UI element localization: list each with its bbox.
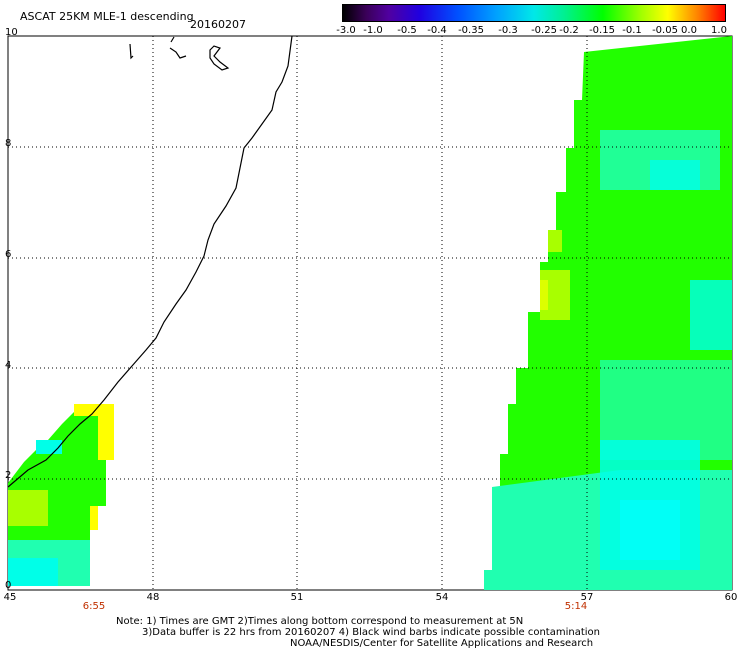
- lat-tick-label: 8: [5, 138, 12, 149]
- swath-patch: [584, 60, 624, 100]
- footnote-line-1: Note: 1) Times are GMT 2)Times along bot…: [116, 616, 524, 627]
- cb-tick: -0.5: [397, 25, 417, 36]
- swath-patch: [540, 280, 548, 310]
- islands: [129, 36, 230, 71]
- swath-patch: [700, 560, 732, 590]
- island-shape: [209, 45, 230, 71]
- map-grid: [8, 36, 732, 590]
- lon-tick-label: 51: [290, 592, 304, 603]
- cb-tick: -0.25: [531, 25, 557, 36]
- lon-tick-label: 45: [3, 592, 17, 603]
- swath-patch: [98, 416, 114, 460]
- cb-tick: -1.0: [363, 25, 383, 36]
- lon-tick-label: 57: [580, 592, 594, 603]
- lon-tick-label: 60: [724, 592, 738, 603]
- color-scale-bar: [342, 4, 726, 22]
- pass-time-label: 6:55: [82, 601, 106, 612]
- cb-tick: 1.0: [711, 25, 727, 36]
- coastline: [7, 35, 293, 488]
- cb-tick: -0.3: [498, 25, 518, 36]
- lon-tick-label: 54: [435, 592, 449, 603]
- cb-tick: 0.0: [681, 25, 697, 36]
- footnote-line-2: 3)Data buffer is 22 hrs from 20160207 4)…: [142, 627, 600, 638]
- footnote-line-3: NOAA/NESDIS/Center for Satellite Applica…: [290, 638, 594, 649]
- product-date: 20160207: [190, 18, 246, 31]
- swath-patch: [8, 558, 58, 586]
- swath-patch: [620, 500, 680, 560]
- cb-tick: -0.35: [458, 25, 484, 36]
- swath-patch: [90, 506, 98, 530]
- pass-time-label: 5:14: [564, 601, 588, 612]
- island-shape: [129, 43, 134, 60]
- cb-tick: -0.1: [622, 25, 642, 36]
- swath-patch: [690, 280, 732, 350]
- lat-tick-label: 6: [5, 249, 12, 260]
- lat-tick-label: 10: [5, 27, 18, 38]
- lat-tick-label: 0: [5, 580, 12, 591]
- lat-tick-label: 2: [5, 470, 12, 481]
- product-title: ASCAT 25KM MLE-1 descending: [20, 10, 194, 23]
- cb-tick: -0.05: [652, 25, 678, 36]
- swath-west: [8, 404, 114, 586]
- swath-patch: [650, 160, 700, 190]
- lon-tick-label: 48: [146, 592, 160, 603]
- cb-tick: -3.0: [336, 25, 356, 36]
- cb-tick: -0.4: [427, 25, 447, 36]
- island-shape: [169, 36, 187, 59]
- lat-tick-label: 4: [5, 360, 12, 371]
- cb-tick: -0.2: [559, 25, 579, 36]
- swath-patch: [548, 230, 562, 252]
- swath-east: [484, 36, 732, 590]
- swath-patch: [8, 490, 48, 526]
- cb-tick: -0.15: [589, 25, 615, 36]
- swath-patch: [74, 404, 114, 416]
